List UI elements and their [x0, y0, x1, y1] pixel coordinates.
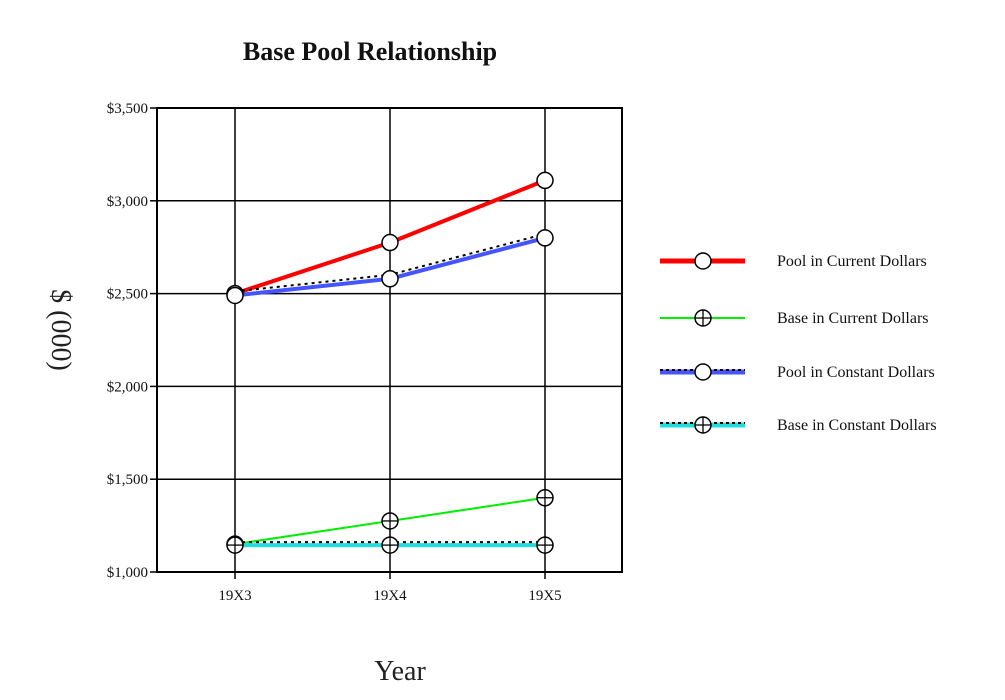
plot-area: $1,000 $1,500 $2,000 $2,500 $3,000 $3,500 19X3… — [107, 101, 623, 604]
y-axis-label: $ (000) — [45, 289, 76, 371]
y-tick-label: $2,500 — [107, 287, 148, 303]
y-tick-label: $1,500 — [107, 472, 148, 488]
y-tick-label: $3,500 — [107, 101, 148, 117]
y-tick-label: $3,000 — [107, 194, 148, 210]
legend-marker — [694, 416, 712, 434]
data-point-base-constant — [381, 536, 399, 554]
x-tick-label: 19X4 — [373, 588, 407, 604]
legend-marker — [694, 252, 712, 270]
legend-label: Pool in Constant Dollars — [777, 364, 935, 381]
legend-label: Base in Current Dollars — [777, 310, 929, 327]
y-tick-label: $1,000 — [107, 565, 148, 581]
data-point-base-constant — [226, 536, 244, 554]
data-point-pool-constant — [381, 270, 399, 288]
legend-marker — [694, 363, 712, 381]
data-point-base-constant — [536, 536, 554, 554]
legend-label: Pool in Current Dollars — [777, 253, 927, 270]
y-tick-label: $2,000 — [107, 379, 148, 395]
legend-item-base-constant: Base in Constant Dollars — [660, 416, 937, 434]
data-point-base-current — [536, 489, 554, 507]
legend-item-pool-current: Pool in Current Dollars — [660, 252, 927, 270]
x-tick-label: 19X5 — [528, 588, 561, 604]
data-point-pool-constant — [536, 229, 554, 247]
legend-item-base-current: Base in Current Dollars — [660, 309, 929, 327]
data-point-base-current — [381, 512, 399, 530]
legend-item-pool-constant: Pool in Constant Dollars — [660, 363, 935, 381]
data-point-pool-constant — [226, 286, 244, 305]
legend-label: Base in Constant Dollars — [777, 417, 937, 434]
x-tick-label: 19X3 — [218, 588, 251, 604]
x-axis-label: Year — [374, 656, 426, 687]
legend: Pool in Current Dollars Base in Current D… — [660, 252, 937, 434]
data-point-pool-current — [381, 233, 399, 252]
data-point-pool-current — [536, 171, 554, 190]
legend-marker — [694, 309, 712, 327]
chart-title: Base Pool Relationship — [243, 37, 497, 66]
